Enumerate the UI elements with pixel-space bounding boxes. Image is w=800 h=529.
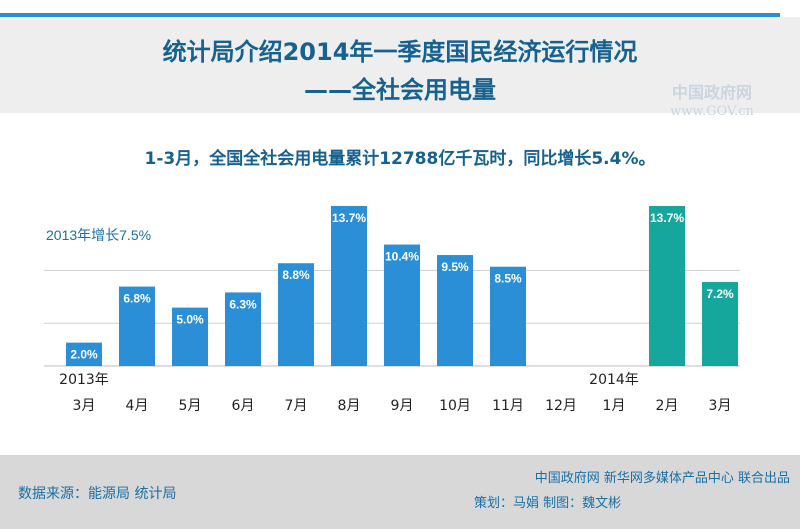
x-tick-label: 8月 bbox=[338, 398, 361, 414]
annotation-label: 2013年增长7.5% bbox=[46, 227, 151, 243]
footer: 数据来源：能源局 统计局 中国政府网 新华网多媒体产品中心 联合出品 策划：马娟… bbox=[0, 455, 800, 529]
x-tick-label: 9月 bbox=[391, 398, 414, 414]
data-label: 6.8% bbox=[123, 292, 151, 306]
author-credit: 策划：马娟 制图：魏文彬 bbox=[474, 496, 622, 511]
x-tick-label: 4月 bbox=[126, 398, 149, 414]
x-tick-label: 10月 bbox=[439, 398, 471, 414]
bar bbox=[649, 206, 685, 366]
bar bbox=[119, 286, 155, 366]
bar bbox=[66, 342, 102, 366]
title-banner bbox=[0, 17, 800, 113]
bar bbox=[225, 292, 261, 366]
year-label: 2014年 bbox=[589, 372, 639, 388]
data-source: 数据来源：能源局 统计局 bbox=[18, 486, 177, 502]
bar bbox=[278, 263, 314, 366]
producer-credit: 中国政府网 新华网多媒体产品中心 联合出品 bbox=[534, 471, 790, 486]
data-label: 5.0% bbox=[176, 313, 204, 327]
x-tick-label: 11月 bbox=[492, 398, 524, 414]
data-label: 8.8% bbox=[282, 268, 310, 282]
x-tick-label: 12月 bbox=[545, 398, 577, 414]
data-label: 6.3% bbox=[229, 297, 257, 311]
bar bbox=[331, 206, 367, 366]
x-tick-label: 5月 bbox=[179, 398, 202, 414]
bar bbox=[172, 307, 208, 366]
year-label: 2013年 bbox=[59, 372, 109, 388]
x-tick-label: 2月 bbox=[656, 398, 679, 414]
bar bbox=[490, 266, 526, 366]
x-tick-label: 3月 bbox=[709, 398, 732, 414]
data-label: 8.5% bbox=[494, 272, 522, 286]
x-tick-label: 7月 bbox=[285, 398, 308, 414]
gov-watermark-logo: 中国政府网 www.GOV.cn bbox=[670, 83, 754, 119]
x-tick-label: 3月 bbox=[73, 398, 96, 414]
x-tick-label: 6月 bbox=[232, 398, 255, 414]
bar-chart: 2013年增长7.5% 2.0% 3月 6.8% 4月 5.0% 5月 6.3% 6月 8.8% 7… bbox=[44, 206, 740, 414]
page-subtitle: ——全社会用电量 bbox=[304, 76, 496, 104]
data-label: 7.2% bbox=[706, 287, 734, 301]
data-label: 13.7% bbox=[332, 211, 366, 225]
data-label: 2.0% bbox=[70, 348, 98, 362]
bar bbox=[702, 281, 738, 366]
top-rule bbox=[0, 0, 800, 17]
data-label: 10.4% bbox=[385, 250, 419, 264]
page-title: 统计局介绍2014年一季度国民经济运行情况 bbox=[162, 38, 638, 66]
x-tick-label: 1月 bbox=[603, 398, 626, 414]
summary-text: 1-3月，全国全社会用电量累计12788亿千瓦时，同比增长5.4%。 bbox=[144, 149, 656, 169]
bar bbox=[384, 244, 420, 366]
data-label: 9.5% bbox=[441, 260, 469, 274]
bar bbox=[437, 255, 473, 366]
data-label: 13.7% bbox=[650, 211, 684, 225]
